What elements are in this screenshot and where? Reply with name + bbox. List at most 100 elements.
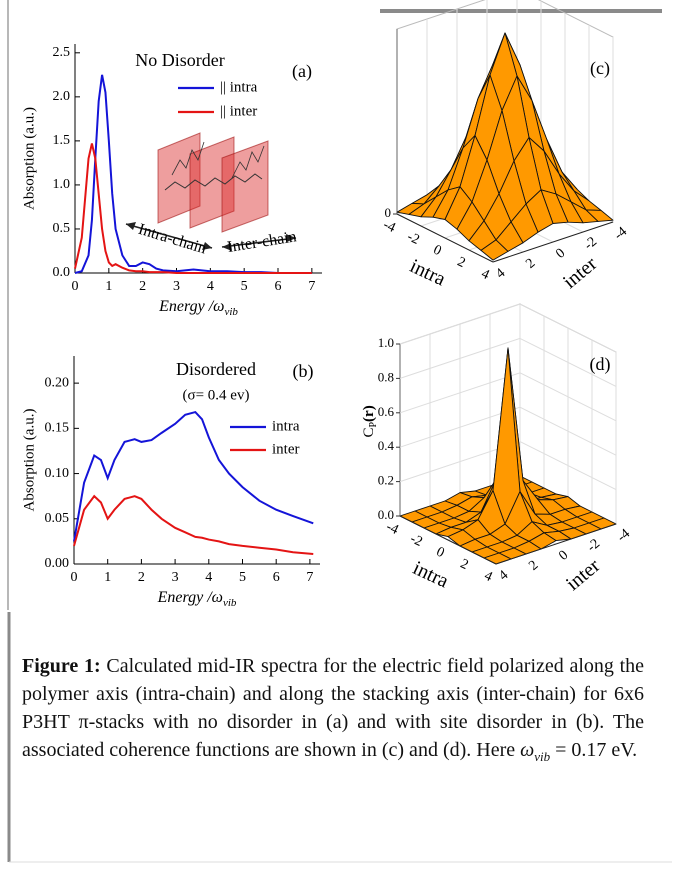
panel-label: (a) (292, 61, 312, 82)
floor-edge (492, 221, 614, 263)
y-tick-label: 0 (556, 548, 571, 564)
x-axis-label-text: Energy /ω (157, 589, 223, 606)
x-tick-label: 7 (308, 279, 315, 294)
z-grid-line (399, 406, 521, 448)
z-axis-label-tail: (r) (361, 405, 377, 422)
x-tick-label: 2 (458, 556, 471, 573)
arrowhead (286, 234, 296, 242)
x-tick-label: 2 (139, 279, 146, 294)
z-axis-label-sub: P (368, 422, 379, 428)
legend-label: || inter (220, 103, 257, 119)
x-axis-label: Energy /ωvib (158, 298, 238, 318)
y-tick-label: 1.0 (53, 177, 71, 192)
z-grid-line (519, 406, 617, 456)
chain (171, 141, 205, 176)
y-tick-label: 2.0 (53, 89, 71, 104)
arrowhead (222, 243, 232, 251)
panel-title: Disordered (176, 359, 256, 379)
slab (189, 136, 235, 229)
z-grid-line (399, 303, 521, 345)
y-tick-label: 0.05 (45, 511, 70, 526)
panel-label: (b) (293, 361, 314, 382)
y-tick-label: -4 (615, 526, 634, 545)
caption: Figure 1: Calculated mid-IR spectra for … (22, 652, 644, 771)
y-tick-label: 0.20 (45, 375, 70, 390)
panel-title: No Disorder (135, 50, 224, 70)
floor-edge (399, 515, 497, 565)
x-tick-label: 2 (138, 570, 145, 585)
arrow (125, 223, 213, 249)
caption-label: Figure 1: (22, 655, 101, 677)
x-tick-label: 4 (207, 279, 214, 294)
x-tick-label: -4 (384, 519, 401, 538)
x-tick-label: 2 (455, 254, 468, 271)
z-grid-line (399, 337, 521, 379)
y-tick-label: 4 (496, 568, 511, 584)
y-axis-label: Absorption (a.u.) (21, 107, 37, 210)
x-tick-label: 5 (239, 570, 246, 585)
x-tick-label: 0 (72, 279, 79, 294)
x-tick-label: 0 (431, 242, 444, 259)
x-tick-label: 6 (275, 279, 282, 294)
annotation: Intra-chain (136, 221, 208, 258)
x-axis-label: Energy /ωvib (157, 589, 237, 609)
panel-label: (c) (590, 58, 610, 79)
x-tick-label: 4 (205, 570, 212, 585)
floor-edge (396, 213, 494, 263)
x-tick-label: -4 (381, 217, 398, 236)
x-axis-label-text: Energy /ω (158, 298, 224, 315)
legend-label: || intra (220, 79, 258, 95)
z-tick-label: 0.6 (378, 404, 395, 419)
z-tick-label: 0.8 (378, 369, 394, 384)
y-tick-label: 0.10 (45, 466, 70, 481)
chain (231, 145, 265, 179)
series-line (74, 143, 312, 274)
z-tick-label: 0 (385, 205, 392, 220)
arrowhead (202, 242, 212, 250)
chain (164, 173, 263, 191)
x-tick-label: 6 (273, 570, 280, 585)
surface-patch (480, 239, 509, 261)
x-tick-label: 7 (306, 570, 313, 585)
caption-symbol: ω (520, 739, 535, 761)
stack-inset (125, 132, 297, 251)
x-tick-label: 3 (173, 279, 180, 294)
y-tick-label: -4 (612, 224, 631, 243)
z-tick-label: 0.0 (378, 507, 394, 522)
z-axis-label-text: C (361, 428, 377, 438)
z-tick-label: 0.2 (378, 473, 394, 488)
z-axis-label: CP(r) (361, 405, 379, 437)
panel-subtitle: (σ= 0.4 ev) (183, 387, 250, 403)
x-tick-label: -2 (405, 229, 422, 248)
y-tick-label: 0.15 (45, 421, 70, 436)
x-tick-label: 1 (104, 570, 111, 585)
y-tick-label: -2 (585, 536, 604, 555)
y-tick-label: 2 (523, 256, 538, 272)
z-grid-line (519, 441, 617, 491)
z-tick-label: 0.4 (378, 438, 395, 453)
frame-bar (380, 9, 662, 13)
y-tick-label: 0.00 (45, 556, 70, 571)
y-tick-label: 4 (493, 266, 508, 282)
legend-label: intra (272, 418, 300, 434)
x-tick-label: 0 (434, 544, 447, 561)
series-line (73, 494, 314, 556)
arrowhead (126, 222, 136, 230)
y-tick-label: 1.5 (53, 133, 71, 148)
x-axis-label-sub: vib (224, 306, 238, 318)
y-tick-label: 0.5 (53, 221, 71, 236)
series-line (74, 74, 312, 274)
slab (221, 140, 269, 233)
y-tick-label: 0.0 (53, 265, 71, 280)
z-tick-label: 1.0 (378, 335, 394, 350)
legend-label: inter (272, 441, 300, 457)
x-tick-label: 0 (71, 570, 78, 585)
caption-tail: = 0.17 eV. (550, 739, 638, 761)
floor-edge (495, 523, 617, 565)
annotation: Inter-chain (226, 228, 298, 256)
x-axis-label: intra (409, 557, 452, 592)
x-tick-label: 3 (172, 570, 179, 585)
z-grid-line (519, 372, 617, 422)
x-tick-label: 4 (482, 568, 495, 585)
